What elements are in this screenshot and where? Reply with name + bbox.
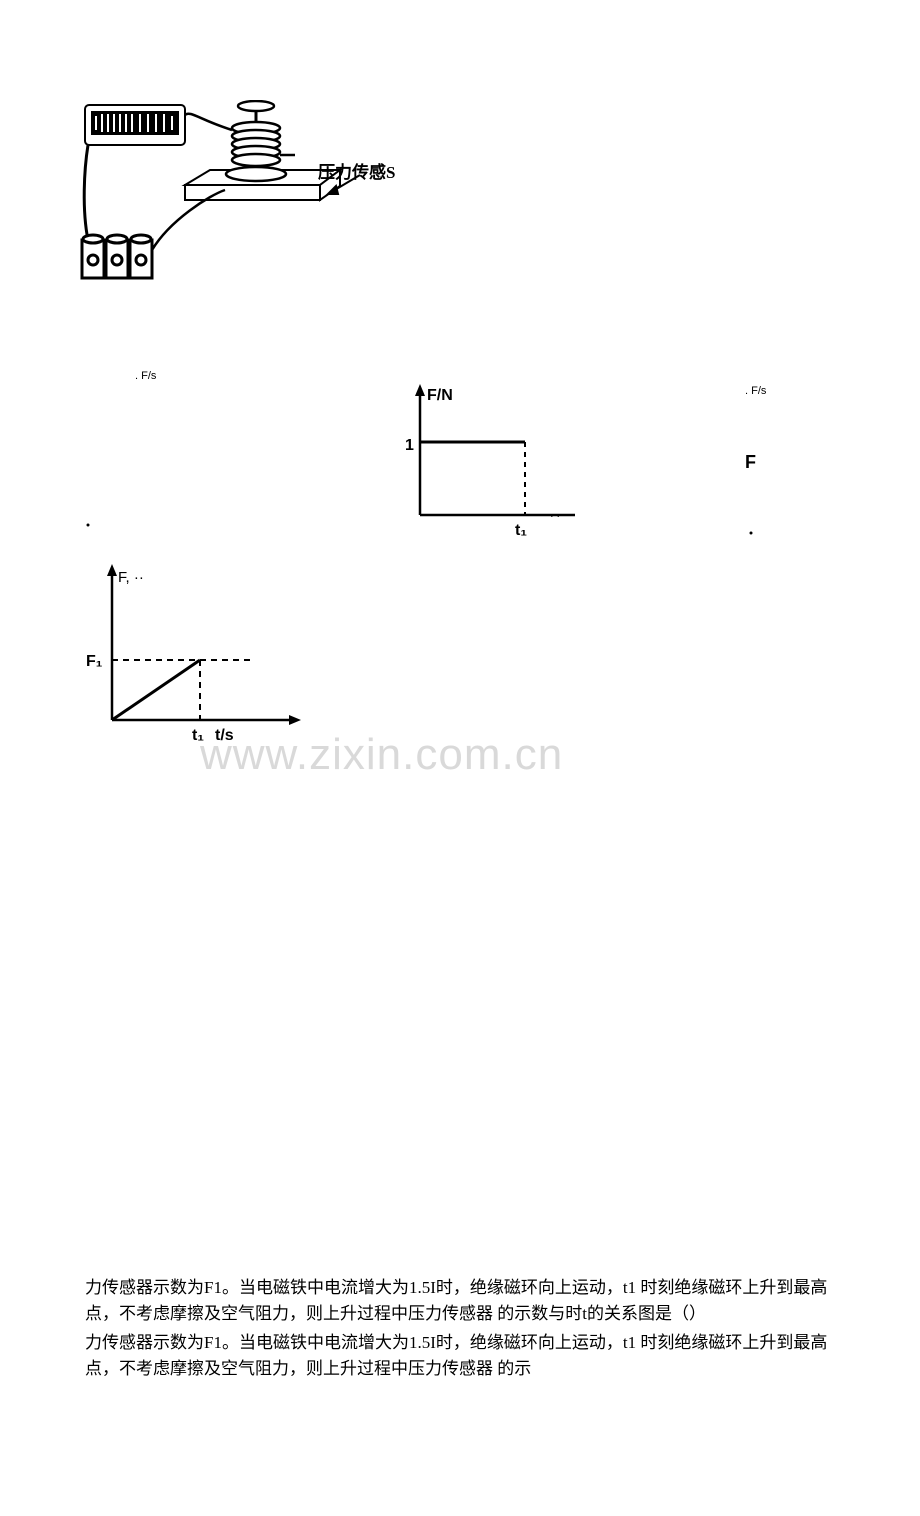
graph-d: F, ·· F₁ t₁ t/s [80, 560, 320, 750]
graph-c-f-label: F [745, 452, 805, 473]
graph-row-1: . F/s F/N 1 t [80, 370, 840, 550]
svg-text:1: 1 [405, 437, 414, 454]
svg-text:· ·: · · [550, 511, 560, 523]
graph-c-svg [745, 483, 805, 543]
svg-text:F/N: F/N [427, 387, 453, 404]
paragraph-2: 力传感器示数为F1。当电磁铁中电流增大为1.5I时，绝缘磁环向上运动，t1 时刻… [85, 1330, 845, 1383]
graph-d-svg: F, ·· F₁ t₁ t/s [80, 560, 320, 750]
svg-text:t/s: t/s [215, 727, 234, 744]
svg-text:t₁: t₁ [192, 727, 204, 744]
graph-b: F/N 1 t₁ · · [365, 370, 625, 550]
graph-a-svg [80, 370, 280, 550]
text-block: 力传感器示数为F1。当电磁铁中电流增大为1.5I时，绝缘磁环向上运动，t1 时刻… [85, 1275, 845, 1384]
apparatus-svg [80, 100, 420, 300]
graph-a: . F/s [80, 370, 280, 550]
graph-b-svg: F/N 1 t₁ · · [365, 370, 625, 550]
graphs-container: . F/s F/N 1 t [80, 370, 840, 750]
svg-text:F, ··: F, ·· [118, 569, 144, 586]
apparatus-figure: 压力传感S [80, 100, 420, 300]
graph-c-top-label: . F/s [745, 385, 805, 397]
sensor-label: 压力传感S [318, 158, 395, 183]
graph-c-area: . F/s F [745, 385, 805, 548]
graph-row-2: F, ·· F₁ t₁ t/s [80, 560, 840, 750]
svg-text:F₁: F₁ [86, 653, 103, 670]
svg-text:t₁: t₁ [515, 522, 527, 539]
graph-a-top-label: . F/s [135, 370, 156, 382]
paragraph-1: 力传感器示数为F1。当电磁铁中电流增大为1.5I时，绝缘磁环向上运动，t1 时刻… [85, 1275, 845, 1328]
